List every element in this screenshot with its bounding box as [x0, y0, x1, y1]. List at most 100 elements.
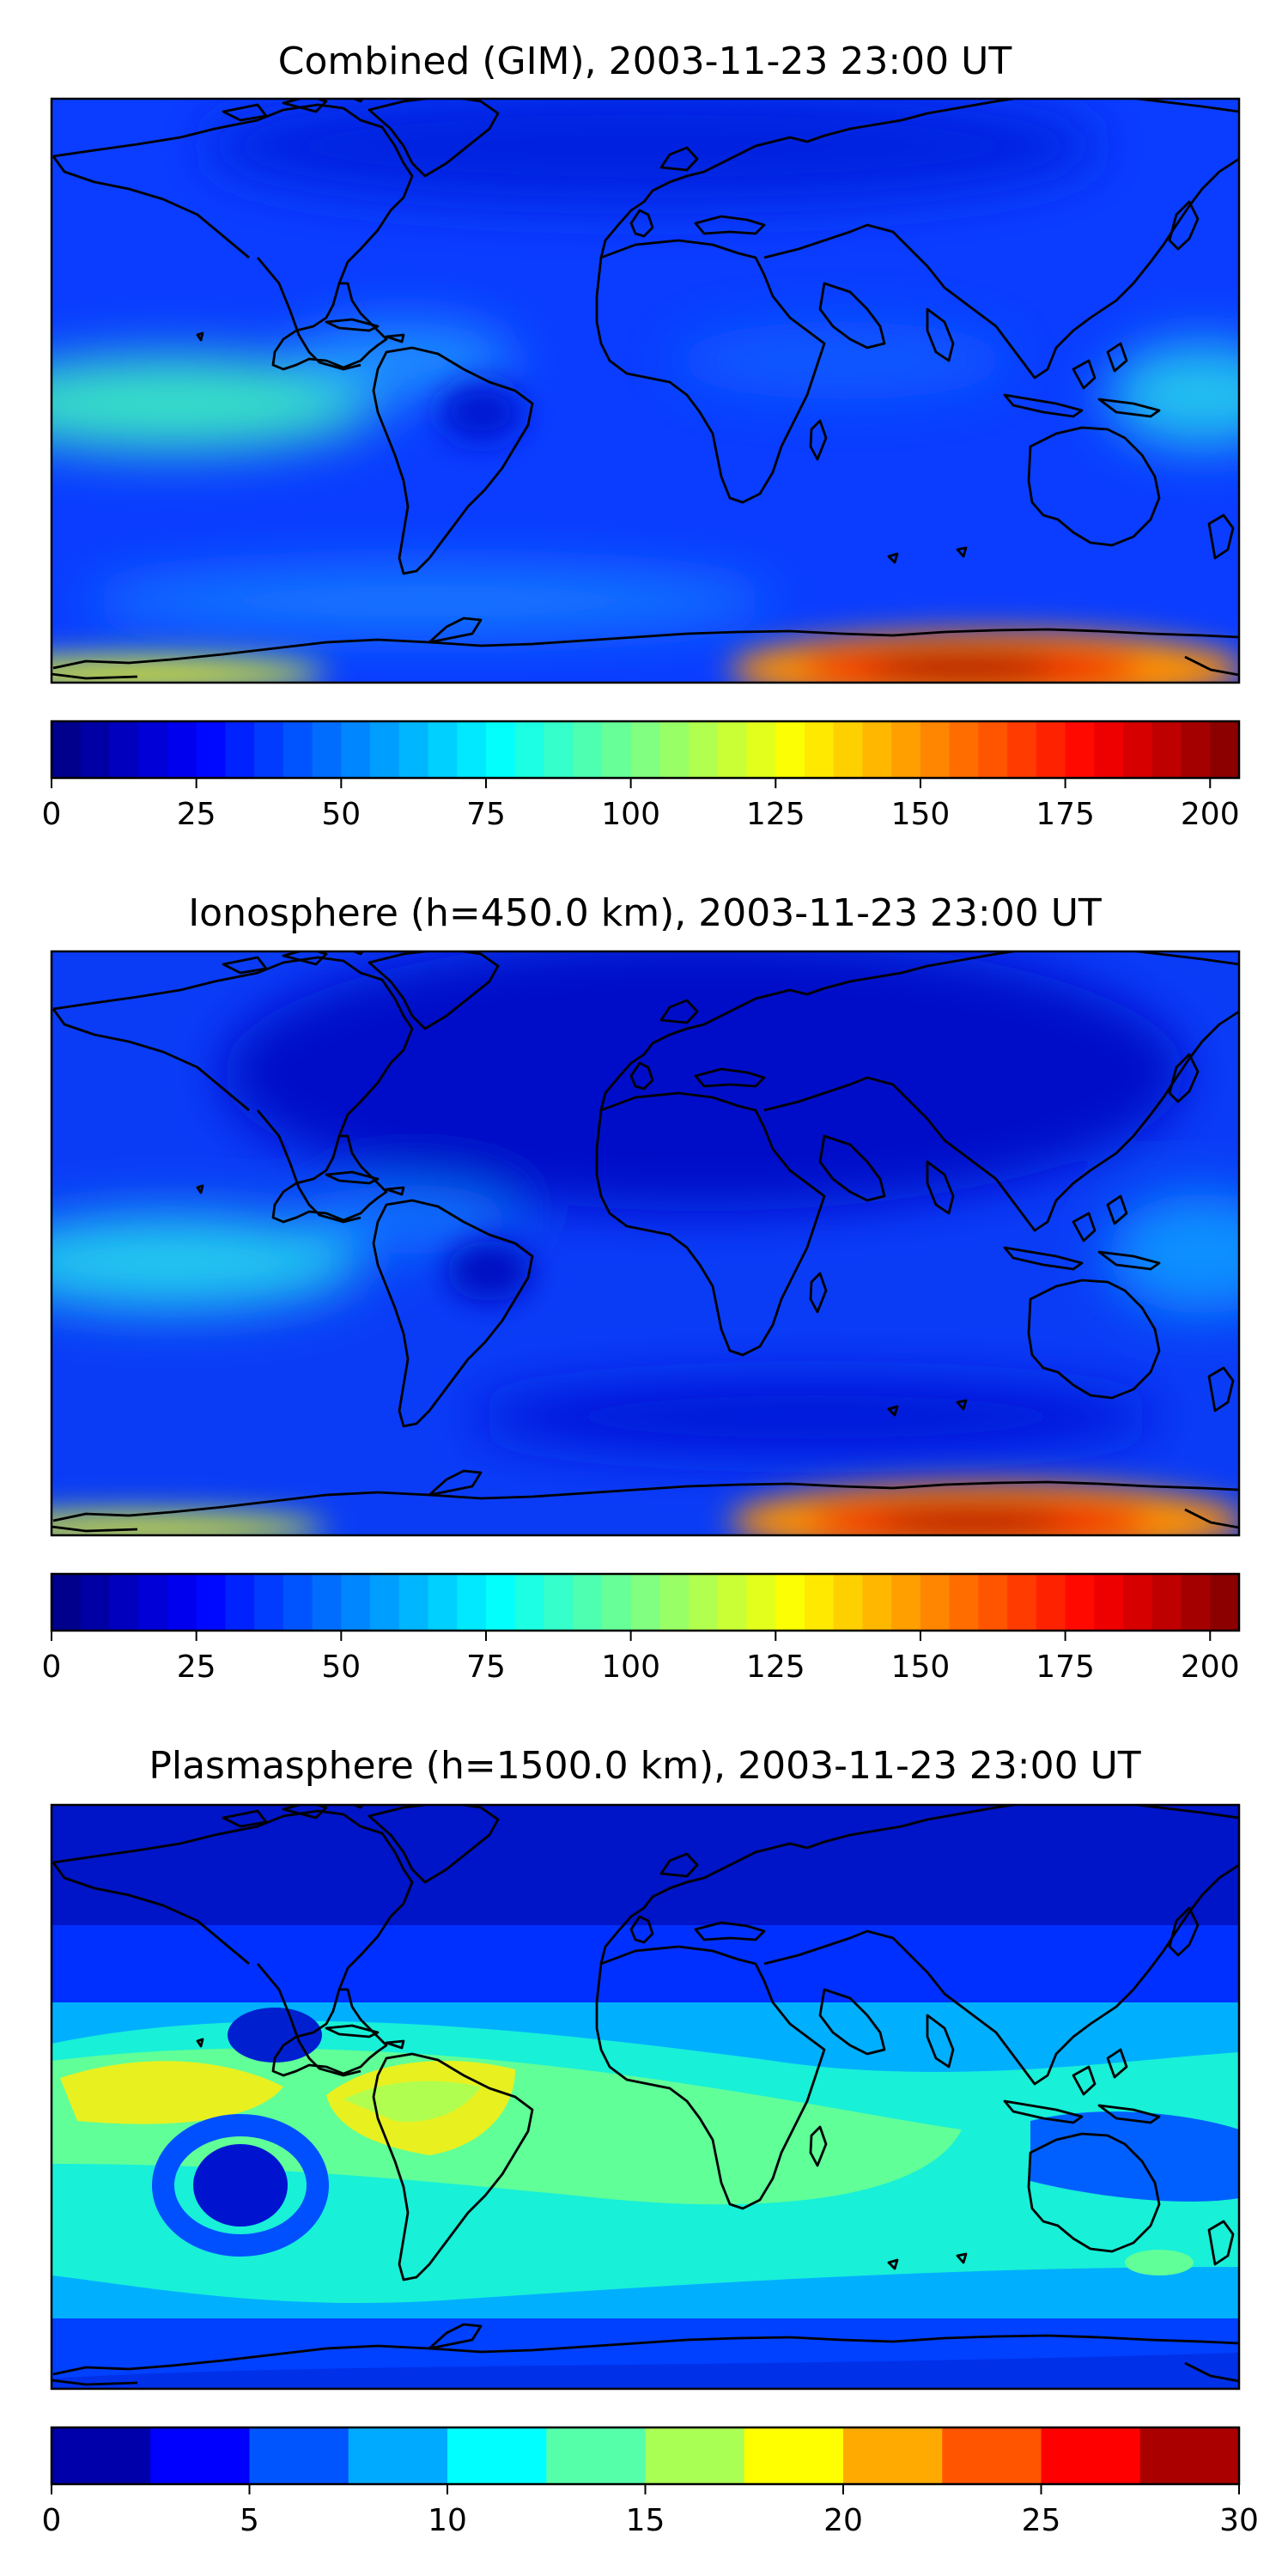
- colorbar-level: [80, 1574, 111, 1631]
- colorbar-level: [746, 721, 776, 778]
- panel-title-combined: Combined (GIM), 2003-11-23 23:00 UT: [278, 39, 1012, 83]
- colorbar-tick-label: 150: [891, 797, 951, 832]
- colorbar-level: [746, 1574, 776, 1631]
- colorbar-level: [862, 1574, 892, 1631]
- map-field-combined: [52, 99, 1239, 683]
- colorbar-level: [514, 721, 545, 778]
- colorbar-level: [1181, 721, 1211, 778]
- colorbar-tick-label: 5: [240, 2503, 259, 2538]
- colorbar-level: [1123, 1574, 1153, 1631]
- colorbar-tick-label: 25: [177, 1649, 216, 1685]
- colorbar-level: [1065, 1574, 1095, 1631]
- colorbar-level: [341, 721, 371, 778]
- colorbar-level: [167, 1574, 197, 1631]
- map-field-ionosphere: [52, 951, 1239, 1535]
- colorbar-tick-label: 30: [1219, 2503, 1259, 2538]
- panel-title-ionosphere: Ionosphere (h=450.0 km), 2003-11-23 23:0…: [188, 891, 1102, 935]
- colorbar-tick-label: 125: [746, 797, 805, 832]
- map-frame: [50, 97, 1241, 684]
- colorbar-level: [1036, 1574, 1066, 1631]
- colorbar-level: [1094, 1574, 1124, 1631]
- colorbar-level: [254, 1574, 284, 1631]
- colorbar-level: [447, 2427, 547, 2484]
- colorbar-combined: 0 25 50 75 100 125 150 175 200: [42, 720, 1241, 832]
- colorbar-level: [514, 1574, 545, 1631]
- colorbar-level: [630, 721, 660, 778]
- colorbar-ionosphere: 0 25 50 75 100 125 150 175 200: [42, 1572, 1241, 1685]
- map-frame: [50, 1803, 1241, 2391]
- colorbar-tick-label: 15: [626, 2503, 665, 2538]
- colorbar-level: [744, 2427, 844, 2484]
- colorbar-level: [1181, 1574, 1211, 1631]
- colorbar-tick-label: 0: [42, 797, 62, 832]
- colorbar-level: [891, 1574, 921, 1631]
- colorbar-level: [717, 1574, 748, 1631]
- colorbar-plasmasphere: 0 5 10 15 20 25 30: [42, 2426, 1259, 2538]
- colorbar-level: [457, 721, 487, 778]
- colorbar-level: [341, 1574, 371, 1631]
- colorbar-level: [370, 1574, 400, 1631]
- colorbar-tick-label: 150: [891, 1649, 951, 1685]
- colorbar-level: [485, 721, 516, 778]
- colorbar-level: [249, 2427, 349, 2484]
- colorbar-tick-label: 20: [823, 2503, 863, 2538]
- colorbar-level: [775, 721, 805, 778]
- colorbar-level: [1041, 2427, 1141, 2484]
- colorbar-level: [1007, 721, 1037, 778]
- colorbar-level: [833, 1574, 864, 1631]
- colorbar-level: [1123, 721, 1153, 778]
- colorbar-level: [254, 721, 284, 778]
- colorbar-level: [398, 1574, 429, 1631]
- colorbar-frame: [50, 1572, 1241, 1632]
- colorbar-level: [138, 1574, 168, 1631]
- colorbar-tick-label: 200: [1181, 1649, 1240, 1685]
- colorbar-level: [225, 1574, 255, 1631]
- colorbar-level: [843, 2427, 943, 2484]
- colorbar-level: [949, 1574, 980, 1631]
- colorbar-level: [109, 721, 139, 778]
- map-frame: [50, 950, 1241, 1537]
- colorbar-tick-label: 50: [321, 1649, 361, 1685]
- colorbar-frame: [50, 720, 1241, 780]
- colorbar-level: [1210, 721, 1240, 778]
- colorbar-tick-label: 50: [321, 797, 361, 832]
- colorbar-level: [283, 721, 313, 778]
- colorbar-tick-label: 10: [428, 2503, 467, 2538]
- colorbar-tick-label: 125: [746, 1649, 805, 1685]
- colorbar-level: [949, 721, 980, 778]
- colorbar-level: [978, 721, 1008, 778]
- colorbar-tick-label: 75: [466, 1649, 506, 1685]
- colorbar-tick-label: 25: [177, 797, 216, 832]
- panel-combined: Combined (GIM), 2003-11-23 23:00 UT 0 25 5: [42, 39, 1241, 832]
- colorbar-level: [109, 1574, 139, 1631]
- colorbar-level: [717, 721, 748, 778]
- colorbar-level: [138, 721, 168, 778]
- colorbar-level: [485, 1574, 516, 1631]
- colorbar-level: [1036, 721, 1066, 778]
- colorbar-level: [1007, 1574, 1037, 1631]
- colorbar-level: [225, 721, 255, 778]
- colorbar-level: [544, 1574, 574, 1631]
- colorbar-level: [891, 721, 921, 778]
- colorbar-level: [862, 721, 892, 778]
- colorbar-level: [775, 1574, 805, 1631]
- colorbar-level: [80, 721, 111, 778]
- colorbar-level: [312, 1574, 342, 1631]
- colorbar-tick-label: 200: [1181, 797, 1240, 832]
- colorbar-level: [52, 1574, 82, 1631]
- colorbar-level: [52, 2427, 151, 2484]
- colorbar-level: [1065, 721, 1095, 778]
- colorbar-level: [52, 721, 82, 778]
- colorbar-level: [348, 2427, 448, 2484]
- colorbar-level: [805, 1574, 835, 1631]
- colorbar-level: [428, 1574, 458, 1631]
- colorbar-level: [1139, 2427, 1240, 2484]
- colorbar-level: [283, 1574, 313, 1631]
- colorbar-tick-label: 175: [1036, 1649, 1095, 1685]
- colorbar-tick-label: 175: [1036, 797, 1095, 832]
- colorbar-tick-label: 0: [42, 2503, 62, 2538]
- colorbar-level: [1094, 721, 1124, 778]
- colorbar-level: [689, 1574, 719, 1631]
